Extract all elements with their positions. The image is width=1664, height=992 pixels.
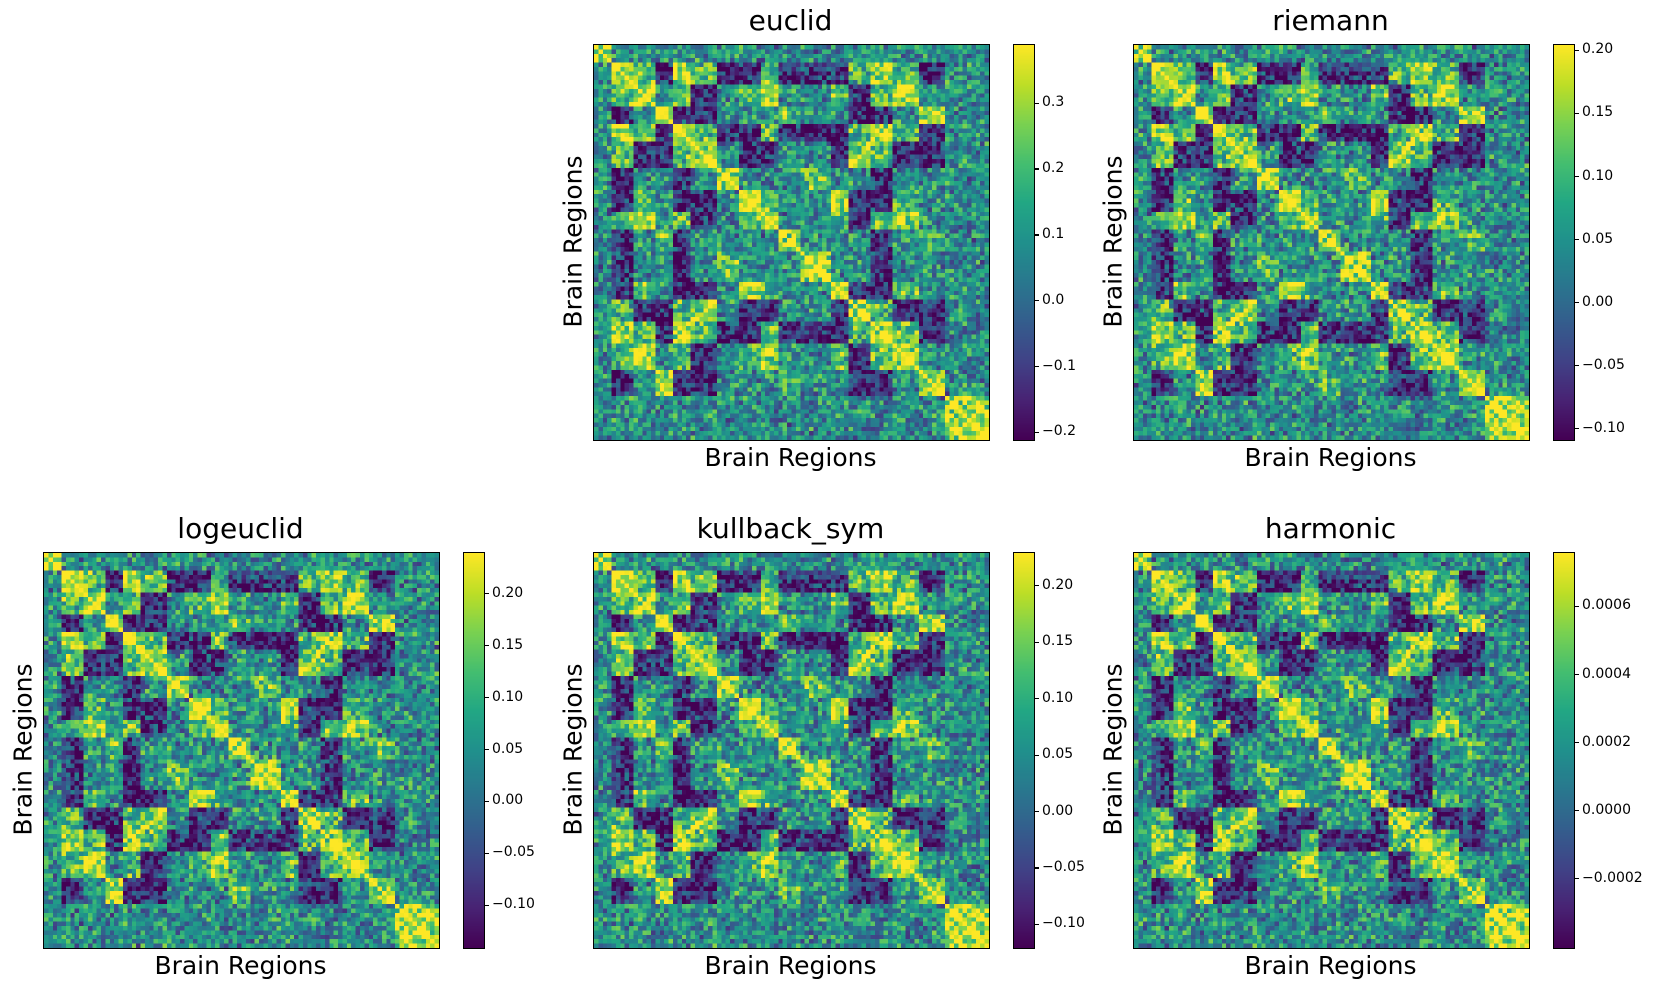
colorbar-tick-label: 0.05 [1582, 230, 1614, 247]
colorbar-tick-mark [1034, 234, 1039, 236]
x-axis-label: Brain Regions [1244, 443, 1417, 472]
y-axis-label: Brain Regions [1098, 154, 1128, 328]
heatmap-matrix [1133, 44, 1530, 441]
colorbar-tick-label: 0.15 [1582, 104, 1614, 121]
colorbar-tick-label: 0.10 [492, 688, 524, 705]
colorbar-tick-mark [484, 748, 489, 751]
colorbar-tick-label: 0.0004 [1582, 665, 1631, 682]
colorbar-tick-label: 0.0002 [1582, 733, 1631, 750]
x-axis-label: Brain Regions [154, 951, 327, 980]
colorbar-tick-label: 0.2 [1042, 160, 1065, 177]
x-axis-label: Brain Regions [704, 951, 877, 980]
colorbar-tick-label: −0.2 [1042, 423, 1076, 440]
colorbar-tick-mark [1574, 605, 1579, 608]
colorbar-tick-mark [1034, 867, 1039, 869]
colorbar-tick-label: −0.05 [1042, 859, 1085, 875]
y-axis-label: Brain Regions [558, 662, 588, 836]
colorbar-tick-mark [1034, 365, 1039, 368]
colorbar-tick-mark [484, 696, 489, 699]
colorbar-tick-label: 0.05 [492, 740, 524, 757]
colorbar-tick-mark [1574, 365, 1579, 367]
heatmap-matrix [593, 44, 990, 441]
colorbar-tick-mark [1034, 754, 1039, 756]
colorbar-tick-mark [1574, 175, 1579, 178]
colorbar-tick-label: 0.20 [1582, 41, 1614, 58]
colorbar-tick-mark [1574, 878, 1579, 880]
heatmap-matrix [1133, 552, 1530, 949]
chart-title: riemann [1272, 4, 1389, 37]
colorbar-tick-mark [1574, 742, 1579, 744]
colorbar-tick-label: −0.05 [492, 844, 535, 861]
colorbar-tick-mark [1034, 431, 1039, 433]
colorbar-tick-label: 0.1 [1042, 225, 1065, 242]
colorbar-tick-label: 0.10 [1042, 689, 1074, 706]
colorbar [463, 552, 485, 949]
chart-title: harmonic [1264, 512, 1397, 545]
heatmap-matrix [43, 552, 440, 949]
colorbar-tick-mark [484, 592, 489, 595]
colorbar-tick-label: 0.00 [1582, 293, 1614, 310]
colorbar-tick-mark [1574, 810, 1579, 812]
colorbar [1013, 552, 1035, 949]
x-axis-label: Brain Regions [1244, 951, 1417, 980]
colorbar-tick-label: −0.0002 [1582, 869, 1643, 886]
colorbar-tick-label: 0.20 [1042, 576, 1074, 593]
colorbar [1013, 44, 1035, 441]
colorbar-tick-mark [1034, 641, 1039, 643]
y-axis-label: Brain Regions [8, 662, 38, 836]
colorbar-tick-mark [1034, 168, 1039, 170]
colorbar-tick-label: 0.15 [492, 636, 524, 653]
colorbar-tick-mark [1034, 585, 1039, 587]
chart-title: kullback_sym [696, 512, 885, 545]
colorbar-tick-label: 0.00 [1042, 802, 1074, 819]
colorbar-tick-label: 0.3 [1042, 94, 1065, 111]
colorbar [1553, 44, 1575, 441]
x-axis-label: Brain Regions [704, 443, 877, 472]
colorbar-tick-label: 0.0 [1042, 291, 1065, 308]
y-axis-label: Brain Regions [1098, 662, 1128, 836]
colorbar-tick-label: 0.05 [1042, 746, 1074, 763]
colorbar-tick-mark [1574, 302, 1579, 304]
colorbar-tick-label: 0.10 [1582, 167, 1614, 184]
colorbar-tick-label: −0.10 [1582, 419, 1625, 436]
chart-title: euclid [748, 4, 833, 37]
colorbar-tick-mark [1034, 102, 1039, 104]
colorbar-tick-mark [484, 904, 489, 906]
colorbar-tick-mark [1034, 300, 1039, 302]
y-axis-label: Brain Regions [558, 154, 588, 328]
colorbar-tick-label: −0.10 [1042, 915, 1085, 932]
colorbar-tick-label: −0.10 [492, 896, 535, 913]
colorbar-tick-mark [1034, 810, 1039, 813]
colorbar-tick-mark [484, 644, 489, 647]
colorbar-tick-label: 0.0000 [1582, 801, 1631, 818]
colorbar-tick-label: 0.00 [492, 792, 524, 809]
colorbar-tick-label: 0.20 [492, 584, 524, 601]
colorbar-tick-mark [1034, 698, 1039, 700]
colorbar-tick-mark [1574, 49, 1579, 51]
heatmap-matrix [593, 552, 990, 949]
colorbar-tick-mark [1574, 239, 1579, 241]
colorbar-tick-mark [1574, 428, 1579, 430]
colorbar-tick-label: −0.1 [1042, 357, 1076, 374]
colorbar-tick-label: −0.05 [1582, 356, 1625, 373]
colorbar-tick-label: 0.15 [1042, 633, 1074, 650]
colorbar-tick-mark [1574, 673, 1579, 676]
colorbar-tick-mark [1574, 112, 1579, 114]
colorbar-tick-mark [484, 800, 489, 803]
colorbar-tick-mark [484, 852, 489, 855]
colorbar-tick-mark [1034, 923, 1039, 926]
chart-title: logeuclid [177, 512, 304, 545]
colorbar [1553, 552, 1575, 949]
colorbar-tick-label: 0.0006 [1582, 597, 1631, 614]
